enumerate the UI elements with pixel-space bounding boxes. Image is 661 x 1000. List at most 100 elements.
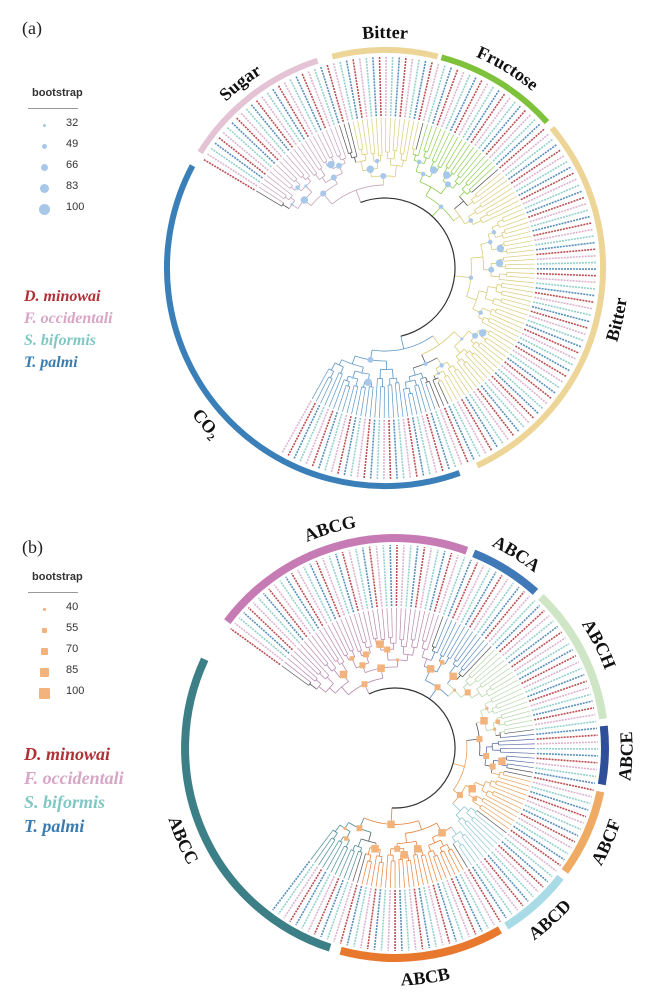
tree-branch xyxy=(325,129,338,157)
tree-branch xyxy=(328,373,343,408)
tip-label xyxy=(487,854,529,902)
tip-label xyxy=(332,62,349,121)
tree-branch xyxy=(466,190,471,195)
tip-label xyxy=(522,178,578,205)
bootstrap-node xyxy=(416,159,422,165)
tree-branch xyxy=(437,380,442,383)
tree-branch xyxy=(504,724,534,731)
tip-label xyxy=(504,361,553,400)
tree-branch xyxy=(452,763,465,767)
bootstrap-node xyxy=(344,836,349,841)
tree-branch xyxy=(489,330,514,346)
legend-dot xyxy=(42,607,46,611)
tree-branch xyxy=(412,121,419,149)
tree-branch xyxy=(307,177,312,182)
clade-arc xyxy=(181,657,332,952)
tree-branch xyxy=(295,180,301,186)
tree-branch xyxy=(326,664,333,672)
tip-label xyxy=(535,767,597,778)
tip-label xyxy=(529,790,589,811)
legend-dot xyxy=(38,687,50,699)
tree-branch xyxy=(427,852,438,882)
tree-branch xyxy=(323,160,328,164)
tree-branch xyxy=(376,118,379,156)
tree-branch xyxy=(489,308,493,315)
tip-label xyxy=(528,795,587,818)
tree-branch xyxy=(333,379,345,409)
tree-branch xyxy=(452,740,468,791)
tree-branch xyxy=(408,393,413,416)
tree-branch xyxy=(465,676,471,682)
tree-branch xyxy=(496,780,529,792)
tree-branch xyxy=(452,182,458,189)
legend-title: bootstrap xyxy=(32,571,83,583)
bootstrap-node xyxy=(456,791,463,798)
tree-branch xyxy=(474,180,508,205)
tree-branch xyxy=(420,378,431,412)
tip-label xyxy=(449,76,477,132)
tree-branch xyxy=(326,676,334,685)
bootstrap-node xyxy=(330,174,337,181)
tree-branch xyxy=(367,860,372,863)
tree-branch xyxy=(454,346,461,354)
tree-branch xyxy=(487,320,519,338)
tree-branch xyxy=(367,847,371,855)
tree-branch xyxy=(340,618,354,650)
tip-label xyxy=(498,609,545,653)
tree-branch xyxy=(286,154,305,176)
tip-label xyxy=(392,419,399,480)
tree-branch xyxy=(414,610,421,641)
tree-branch xyxy=(447,850,460,873)
tip-label xyxy=(480,385,520,433)
tree-branch xyxy=(315,679,322,685)
clade-arc xyxy=(597,725,609,786)
tree-branch xyxy=(355,378,359,387)
tip-label xyxy=(380,889,387,951)
tip-label xyxy=(478,100,517,149)
tip-label xyxy=(532,215,591,232)
tree-branch xyxy=(355,386,363,416)
tip-label xyxy=(485,109,527,156)
tree-branch xyxy=(484,340,507,358)
tree-branch xyxy=(477,176,505,198)
legend-row: 40 xyxy=(28,599,108,619)
tree-branch xyxy=(489,686,493,691)
tree-branch xyxy=(304,641,326,667)
tip-label xyxy=(307,70,331,127)
tree-branch xyxy=(358,612,367,642)
tree-branch xyxy=(501,231,506,234)
tree-branch xyxy=(465,680,471,687)
tip-label xyxy=(346,885,363,946)
tree-branch xyxy=(351,386,359,415)
tip-label xyxy=(473,578,509,631)
tree-branch xyxy=(435,618,448,648)
tip-label xyxy=(437,883,458,942)
tree-branch xyxy=(459,191,465,197)
tree-branch xyxy=(439,852,451,877)
tree-branch xyxy=(458,820,488,854)
tip-label xyxy=(515,345,568,378)
tree-branch xyxy=(501,217,504,222)
tree-branch xyxy=(489,313,523,329)
bootstrap-node xyxy=(371,845,379,853)
tip-label xyxy=(535,241,596,251)
tree-branch xyxy=(366,119,372,155)
tip-label xyxy=(528,680,587,702)
tree-branch xyxy=(313,136,328,162)
tree-branch xyxy=(428,128,442,159)
bootstrap-node xyxy=(439,660,445,665)
clade-label: ABCB xyxy=(400,963,451,989)
tree-branch xyxy=(351,650,356,658)
species-t-palmi: T. palmi xyxy=(24,816,85,836)
tree-branch xyxy=(441,380,453,403)
tip-label xyxy=(433,552,453,612)
tree-branch xyxy=(261,182,285,199)
tip-label xyxy=(345,59,359,119)
tree-branch xyxy=(342,386,351,412)
tree-branch xyxy=(489,671,513,687)
tree-branch xyxy=(392,118,396,151)
tree-branch xyxy=(421,640,425,649)
tip-label xyxy=(513,825,565,861)
tip-label xyxy=(321,558,346,616)
